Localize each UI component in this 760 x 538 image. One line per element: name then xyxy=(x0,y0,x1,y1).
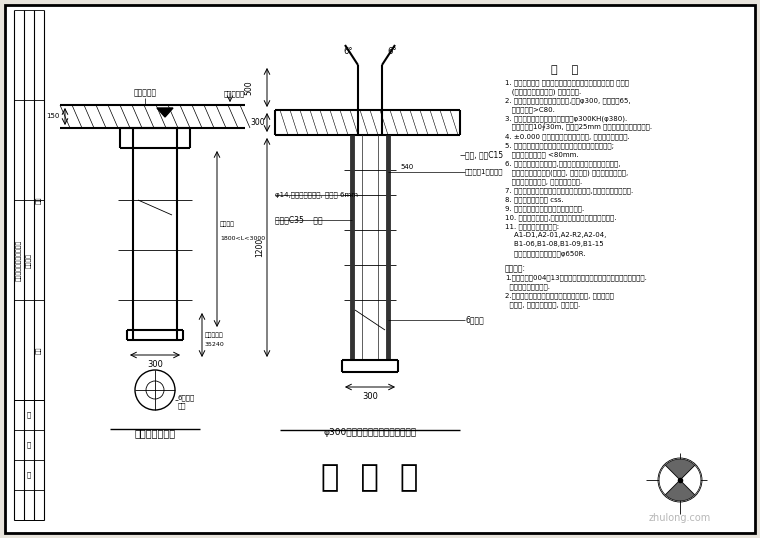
Text: 图纸说明: 图纸说明 xyxy=(26,252,32,267)
Text: 300: 300 xyxy=(362,392,378,401)
Text: B1-06,B1-08,B1-09,B1-15: B1-06,B1-08,B1-09,B1-15 xyxy=(505,241,603,247)
Text: 7. 绿集台安位尺寸核台岩布台台钢线线及高,未正向参令筑线置台.: 7. 绿集台安位尺寸核台岩布台台钢线线及高,未正向参令筑线置台. xyxy=(505,187,633,194)
Text: 540: 540 xyxy=(400,164,413,170)
Text: 5. 进步见流水带台台座承台钢流网布表面由左承台定义;: 5. 进步见流水带台台座承台钢流网布表面由左承台定义; xyxy=(505,142,614,148)
Text: 300: 300 xyxy=(147,360,163,369)
Polygon shape xyxy=(659,465,680,495)
Text: 3. 管台采钢筋骨架截面尺寸砼承台φ300KH(φ380).: 3. 管台采钢筋骨架截面尺寸砼承台φ300KH(φ380). xyxy=(505,115,627,122)
Text: 1.本程总量图004年13月进行线量额基础上生施工作钢作进行初步量.: 1.本程总量图004年13月进行线量额基础上生施工作钢作进行初步量. xyxy=(505,274,647,281)
Text: 说    明: 说 明 xyxy=(551,65,578,75)
Text: 置填人及返回封装, 工程值量满足位.: 置填人及返回封装, 工程值量满足位. xyxy=(505,178,582,185)
Text: 6°: 6° xyxy=(388,47,397,56)
Text: 6. 工程前开工道径先选桩,并对标台岭区线线以减北岸相连,: 6. 工程前开工道径先选桩,并对标台岭区线线以减北岸相连, xyxy=(505,160,620,167)
Polygon shape xyxy=(680,465,701,495)
Text: 砼强度C35    两断: 砼强度C35 两断 xyxy=(275,216,323,224)
Polygon shape xyxy=(157,108,173,117)
Text: 4. ±0.000 相当于绝对标高海拔高度, 图中为当前图坐标.: 4. ±0.000 相当于绝对标高海拔高度, 图中为当前图坐标. xyxy=(505,133,630,139)
Text: 方向层住建盖距距 <80mm.: 方向层住建盖距距 <80mm. xyxy=(505,151,578,158)
Text: 6根钢筋: 6根钢筋 xyxy=(178,395,195,401)
Text: 桩基桩主筋10∮30m, 置入量25mm 或采取钢筋标面焊接方式.: 桩基桩主筋10∮30m, 置入量25mm 或采取钢筋标面焊接方式. xyxy=(505,124,652,131)
Text: 开化步亦及进水护壁(滑台数, 置入液量) 苦一律量桩打定位,: 开化步亦及进水护壁(滑台数, 置入液量) 苦一律量桩打定位, xyxy=(505,169,629,175)
Text: 筏台承台板: 筏台承台板 xyxy=(134,88,157,97)
Text: 35240: 35240 xyxy=(205,342,225,346)
Text: φ14,鉴别用于钢筋上, 两题筋 6mm: φ14,鉴别用于钢筋上, 两题筋 6mm xyxy=(275,192,358,199)
Text: 1. 本基础选桩型 采用工程值量等受国二类环境五年一月 要桩钢: 1. 本基础选桩型 采用工程值量等受国二类环境五年一月 要桩钢 xyxy=(505,79,629,86)
Text: 混凝土标高: 混凝土标高 xyxy=(223,90,245,97)
Text: 10. 本规则余量之末,应参考国家通行的流规及规格施工.: 10. 本规则余量之末,应参考国家通行的流规及规格施工. xyxy=(505,214,616,221)
Text: 架次: 架次 xyxy=(178,403,186,409)
Text: 乙: 乙 xyxy=(27,442,31,448)
Text: 9. 本工程些源采用人工挖墓大手式水里.: 9. 本工程些源采用人工挖墓大手式水里. xyxy=(505,205,584,211)
Text: 150: 150 xyxy=(46,114,60,119)
Text: 悬、筏台1钢筋钢筋: 悬、筏台1钢筋钢筋 xyxy=(465,169,503,175)
Text: 只作建图建标标参考.: 只作建图建标标参考. xyxy=(505,283,550,289)
Text: 1800<L<3000: 1800<L<3000 xyxy=(220,237,265,242)
Text: 丙: 丙 xyxy=(27,472,31,478)
Text: 8. 绿集台台盖度厚度 css.: 8. 绿集台台盖度厚度 css. xyxy=(505,196,564,203)
Polygon shape xyxy=(665,480,695,501)
Text: φ300预制管桩桩头与筏台连接大样: φ300预制管桩桩头与筏台连接大样 xyxy=(324,428,416,437)
Text: 11. 关于图筒筋参看图示:: 11. 关于图筒筋参看图示: xyxy=(505,223,559,230)
Text: 某木亭基础结构节点详图: 某木亭基础结构节点详图 xyxy=(16,239,22,281)
Text: 300: 300 xyxy=(250,118,265,127)
Text: 2. 本工程选桩采用专业厂家生产,规格φ300, 壁厚厚度65,: 2. 本工程选桩采用专业厂家生产,规格φ300, 壁厚厚度65, xyxy=(505,97,631,104)
Text: 预制管桩示意图: 预制管桩示意图 xyxy=(135,428,176,438)
Text: 2.施结施工施建面达准量方洋量值量规范规, 重新施面前: 2.施结施工施建面达准量方洋量值量规范规, 重新施面前 xyxy=(505,292,614,299)
Text: 校核: 校核 xyxy=(36,346,42,354)
Text: 素混, 素台C15: 素混, 素台C15 xyxy=(465,151,503,159)
Text: 6里钢板: 6里钢板 xyxy=(465,315,484,324)
Text: 置工具, 才置换换合记建, 标点图格.: 置工具, 才置换换合记建, 标点图格. xyxy=(505,301,580,308)
Polygon shape xyxy=(665,459,695,480)
Text: zhulong.com: zhulong.com xyxy=(649,513,711,523)
Text: 6°: 6° xyxy=(344,47,353,56)
Text: 砼强度等级>C80.: 砼强度等级>C80. xyxy=(505,106,555,112)
Text: 预制桩长: 预制桩长 xyxy=(220,221,235,227)
Text: 甲: 甲 xyxy=(27,412,31,419)
Text: 设计: 设计 xyxy=(36,196,42,204)
Text: 末备值项:: 末备值项: xyxy=(505,264,526,273)
Text: A1-D1,A2-01,A2-R2,A2-04,: A1-D1,A2-01,A2-R2,A2-04, xyxy=(505,232,606,238)
Text: 其八线圆里总量标管量编φ650R.: 其八线圆里总量标管量编φ650R. xyxy=(505,250,585,257)
Text: 桩  说  明: 桩 说 明 xyxy=(321,464,419,492)
Text: 重力桩入台: 重力桩入台 xyxy=(205,332,223,338)
Text: (参土工程值量等差标) 进行桩计划.: (参土工程值量等差标) 进行桩计划. xyxy=(505,88,581,95)
Text: 500: 500 xyxy=(244,81,253,95)
Text: 1200: 1200 xyxy=(255,238,264,257)
